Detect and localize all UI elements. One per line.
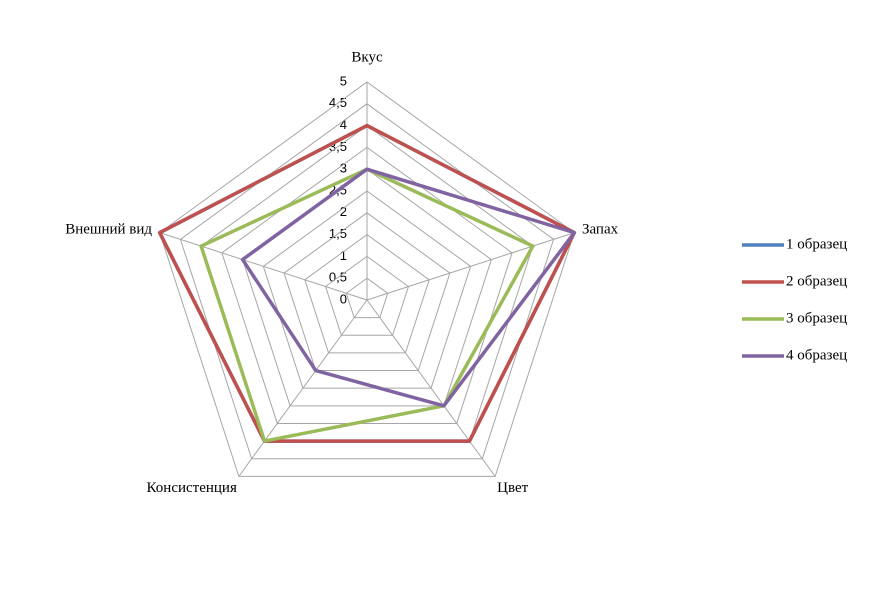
r-tick-label: 3 <box>340 161 347 176</box>
series-line <box>240 167 577 408</box>
r-tick-label: 5 <box>340 73 347 88</box>
r-tick-label: 4 <box>340 117 347 132</box>
axis-label: Запах <box>582 222 619 238</box>
grid-ring <box>159 81 575 477</box>
legend-label: 1 образец <box>786 236 847 252</box>
spoke <box>159 232 368 301</box>
grid-ring <box>283 212 451 372</box>
grid-ring <box>304 233 430 354</box>
axis-label: Вкус <box>351 49 383 65</box>
series-line <box>199 167 535 443</box>
r-tick-label: 2 <box>340 204 347 219</box>
spoke <box>238 299 368 477</box>
axis-label: Консистенция <box>147 480 237 496</box>
legend-label: 3 образец <box>786 310 847 326</box>
axis-label: Внешний вид <box>65 222 152 238</box>
grid-ring <box>221 146 513 424</box>
spoke <box>366 299 496 477</box>
legend-label: 4 образец <box>786 347 847 363</box>
grid-ring <box>324 255 410 336</box>
r-tick-label: 1 <box>340 248 347 263</box>
grid-ring <box>262 190 472 389</box>
axis-label: Цвет <box>497 480 528 496</box>
r-tick-label: 0 <box>340 291 347 306</box>
spoke <box>366 232 575 301</box>
grid-ring <box>345 277 389 319</box>
legend-label: 2 образец <box>786 273 847 289</box>
series-line <box>157 123 577 443</box>
